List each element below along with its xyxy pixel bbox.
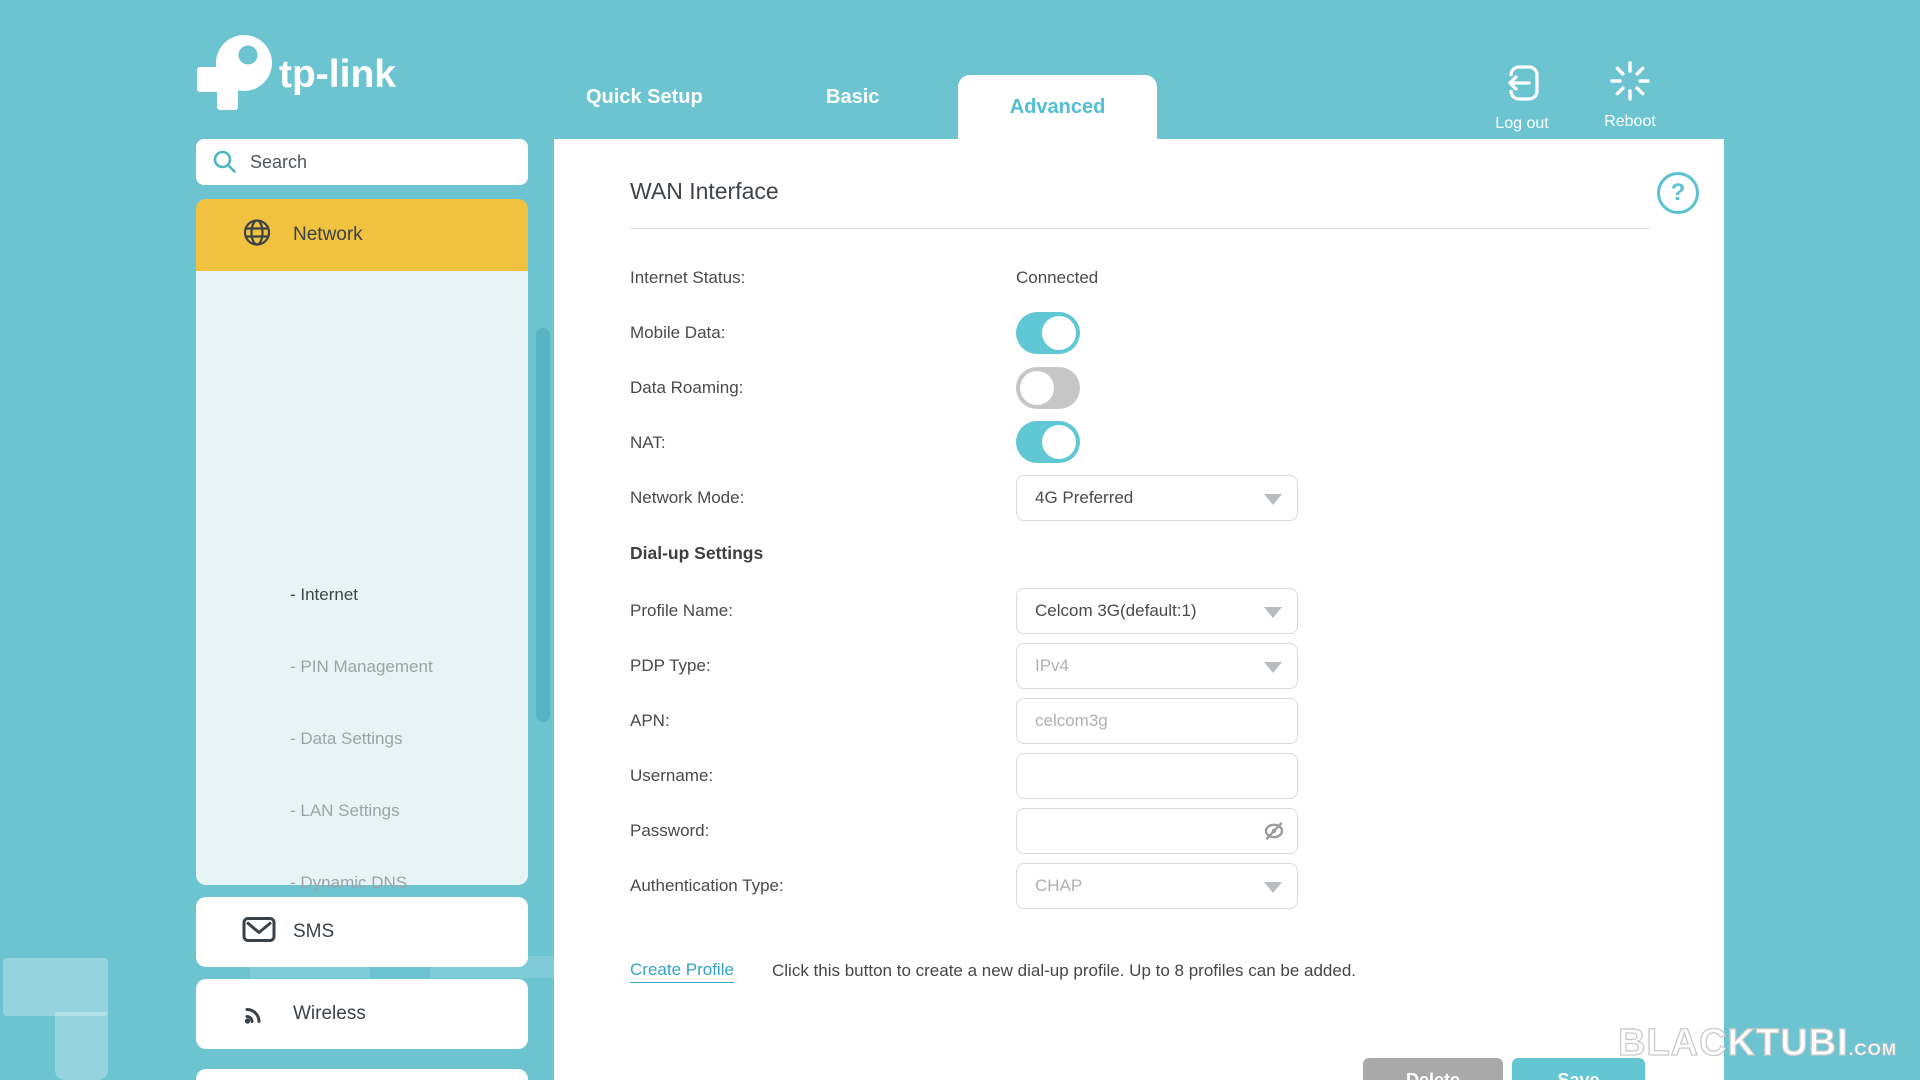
network-mode-label: Network Mode: bbox=[630, 488, 745, 507]
reboot-icon bbox=[1609, 61, 1651, 106]
internet-status-label: Internet Status: bbox=[630, 268, 746, 287]
data-roaming-label: Data Roaming: bbox=[630, 378, 744, 397]
data-roaming-toggle[interactable] bbox=[1016, 367, 1080, 409]
network-mode-select[interactable]: 4G Preferred bbox=[1016, 475, 1298, 521]
username-label: Username: bbox=[630, 766, 714, 785]
internet-status-value: Connected bbox=[1016, 268, 1099, 287]
apn-input[interactable] bbox=[1016, 698, 1298, 744]
create-profile-hint: Click this button to create a new dial-u… bbox=[772, 961, 1357, 980]
delete-button-label: Delete bbox=[1405, 1070, 1461, 1080]
password-input[interactable] bbox=[1016, 808, 1298, 854]
sidebar-subitem-lan-settings[interactable]: - LAN Settings bbox=[290, 801, 400, 820]
nat-toggle[interactable] bbox=[1016, 421, 1080, 463]
reboot-button[interactable]: Reboot bbox=[1580, 60, 1680, 131]
chevron-down-icon bbox=[1264, 882, 1282, 893]
auth-type-value: CHAP bbox=[1035, 876, 1083, 895]
watermark-suffix: .COM bbox=[1848, 1040, 1898, 1060]
toggle-knob bbox=[1020, 371, 1054, 405]
auth-type-label: Authentication Type: bbox=[630, 876, 784, 895]
sidebar-item-next[interactable] bbox=[196, 1069, 528, 1080]
network-mode-value: 4G Preferred bbox=[1035, 488, 1134, 507]
profile-name-select[interactable]: Celcom 3G(default:1) bbox=[1016, 588, 1298, 634]
delete-button[interactable]: Delete bbox=[1363, 1058, 1503, 1080]
logout-button[interactable]: Log out bbox=[1472, 62, 1572, 133]
chevron-down-icon bbox=[1264, 662, 1282, 673]
network-submenu: - Internet - PIN Management - Data Setti… bbox=[196, 271, 528, 1036]
tab-advanced[interactable]: Advanced bbox=[958, 75, 1157, 139]
sidebar-wireless-label: Wireless bbox=[293, 1003, 366, 1024]
tab-quick-setup[interactable]: Quick Setup bbox=[586, 86, 703, 108]
pdp-type-value: IPv4 bbox=[1035, 656, 1070, 675]
envelope-icon bbox=[242, 916, 276, 949]
pdp-type-select[interactable]: IPv4 bbox=[1016, 643, 1298, 689]
deco-square bbox=[55, 1012, 108, 1080]
watermark-text: BLACKTUBI bbox=[1617, 1021, 1849, 1064]
dialup-settings-heading: Dial-up Settings bbox=[630, 543, 764, 563]
help-icon[interactable]: ? bbox=[1657, 172, 1699, 214]
sidebar-subitem-pin-management[interactable]: - PIN Management bbox=[290, 657, 433, 676]
pdp-type-label: PDP Type: bbox=[630, 656, 711, 675]
search-icon bbox=[213, 150, 236, 173]
brand-name: tp-link bbox=[279, 53, 396, 96]
wifi-icon bbox=[242, 997, 272, 1032]
sidebar-subitem-internet[interactable]: - Internet bbox=[290, 585, 359, 604]
reboot-label: Reboot bbox=[1604, 113, 1656, 130]
logout-icon bbox=[1501, 65, 1543, 108]
save-button-label: Save bbox=[1557, 1070, 1600, 1080]
deco-square bbox=[3, 958, 108, 1016]
sidebar-sms-label: SMS bbox=[293, 921, 335, 942]
sidebar-item-sms[interactable]: SMS bbox=[196, 897, 528, 967]
profile-name-value: Celcom 3G(default:1) bbox=[1035, 601, 1197, 620]
page-title: WAN Interface bbox=[630, 178, 779, 204]
username-input[interactable] bbox=[1016, 753, 1298, 799]
logout-label: Log out bbox=[1495, 115, 1549, 132]
sidebar-network-label: Network bbox=[293, 224, 363, 245]
sidebar-scrollbar[interactable] bbox=[536, 328, 550, 722]
toggle-knob bbox=[1042, 316, 1076, 350]
tab-advanced-label: Advanced bbox=[1009, 95, 1106, 118]
tplink-logo-icon bbox=[195, 30, 275, 115]
sidebar-item-wireless[interactable]: Wireless bbox=[196, 979, 528, 1049]
auth-type-select[interactable]: CHAP bbox=[1016, 863, 1298, 909]
nat-label: NAT: bbox=[630, 433, 666, 452]
save-button[interactable]: Save bbox=[1512, 1058, 1645, 1080]
create-profile-link[interactable]: Create Profile bbox=[630, 960, 734, 983]
toggle-knob bbox=[1042, 425, 1076, 459]
deco-square bbox=[250, 964, 370, 978]
password-label: Password: bbox=[630, 821, 710, 840]
chevron-down-icon bbox=[1264, 607, 1282, 618]
mobile-data-label: Mobile Data: bbox=[630, 323, 726, 342]
sidebar-item-network[interactable]: Network bbox=[196, 199, 528, 271]
apn-label: APN: bbox=[630, 711, 670, 730]
sidebar-subitem-dynamic-dns[interactable]: - Dynamic DNS bbox=[290, 873, 408, 892]
globe-icon bbox=[242, 218, 272, 253]
sidebar-search bbox=[196, 139, 528, 185]
tab-basic[interactable]: Basic bbox=[826, 86, 880, 108]
title-divider bbox=[630, 228, 1650, 229]
mobile-data-toggle[interactable] bbox=[1016, 312, 1080, 354]
sidebar-subitem-data-settings[interactable]: - Data Settings bbox=[290, 729, 403, 748]
help-symbol: ? bbox=[1670, 179, 1686, 206]
chevron-down-icon bbox=[1264, 494, 1282, 505]
watermark: BLACKTUBI.COM bbox=[1617, 1021, 1898, 1065]
profile-name-label: Profile Name: bbox=[630, 601, 733, 620]
password-visibility-icon[interactable] bbox=[1262, 819, 1286, 848]
search-input[interactable] bbox=[248, 140, 512, 184]
